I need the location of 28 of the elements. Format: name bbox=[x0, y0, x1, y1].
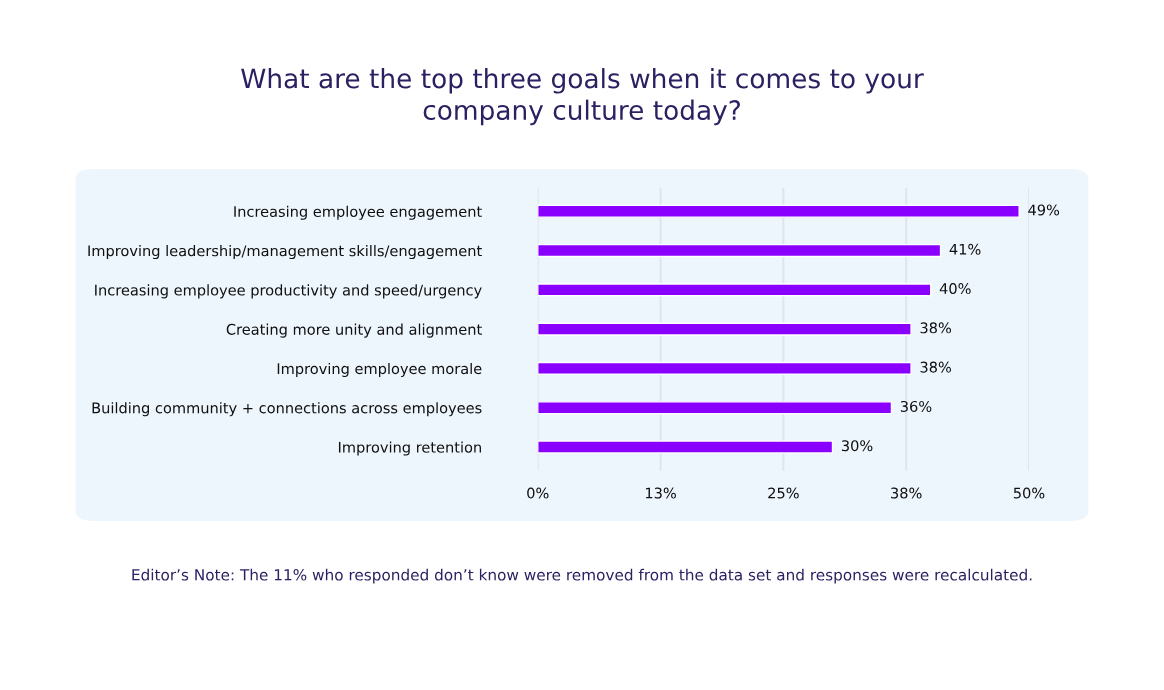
y-tick-label: Improving leadership/management skills/engagement bbox=[88, 245, 482, 260]
y-tick-label: Creating more unity and alignment bbox=[226, 323, 482, 338]
y-tick-label: Improving employee morale bbox=[277, 362, 482, 377]
bar bbox=[537, 361, 912, 376]
data-label: 30% bbox=[841, 440, 873, 452]
x-tick-label: 25% bbox=[768, 487, 799, 499]
data-label: 38% bbox=[920, 361, 952, 373]
bar bbox=[537, 440, 834, 454]
y-tick-label: Increasing employee productivity and speed/urgency bbox=[95, 284, 482, 299]
bar bbox=[537, 283, 932, 297]
y-tick-label: Improving retention bbox=[338, 441, 481, 456]
bar bbox=[537, 401, 893, 415]
y-tick-label: Building community + connections across employees bbox=[92, 402, 482, 417]
data-label: 38% bbox=[920, 322, 952, 334]
data-label: 40% bbox=[939, 283, 971, 295]
x-tick-label: 50% bbox=[1013, 487, 1045, 499]
data-label: 41% bbox=[949, 243, 981, 255]
x-tick-label: 38% bbox=[891, 487, 922, 499]
data-label: 36% bbox=[900, 400, 932, 412]
x-tick-label: 13% bbox=[645, 487, 676, 499]
data-label: 49% bbox=[1028, 204, 1060, 216]
bar bbox=[537, 204, 1020, 218]
x-tick-label: 0% bbox=[527, 487, 549, 499]
bar bbox=[537, 243, 942, 258]
y-tick-label: Increasing employee engagement bbox=[234, 205, 482, 220]
chart-title: What are the top three goals when it comes to your company culture today? bbox=[241, 68, 924, 126]
text: Editor’s Note: The 11% who responded don’t know were removed from the data set and responses were recalculated. bbox=[132, 568, 1032, 584]
bar bbox=[537, 322, 912, 336]
